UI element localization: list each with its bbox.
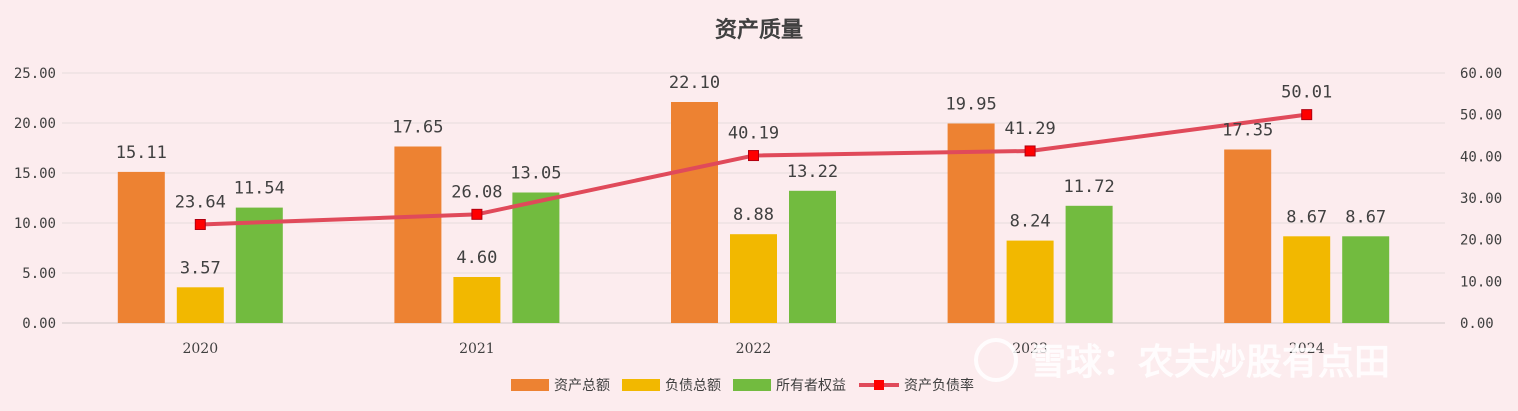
legend-swatch	[511, 379, 549, 391]
bar-2023-s0	[947, 123, 995, 323]
bar-data-label: 19.95	[946, 95, 997, 115]
bar-2020-s2	[235, 207, 283, 323]
watermark: 雪球：农夫炒股有点田	[974, 338, 1390, 383]
legend-marker-swatch	[874, 380, 884, 390]
line-marker	[748, 150, 759, 162]
bars	[117, 102, 1390, 323]
left-axis-tick-label: 0.00	[22, 316, 56, 332]
bar-data-label: 22.10	[669, 73, 720, 93]
category-label: 2021	[459, 341, 495, 357]
right-axis-tick-label: 60.00	[1460, 66, 1502, 82]
bar-2021-s2	[512, 192, 560, 323]
bar-2022-s0	[671, 102, 718, 323]
left-axis-tick-label: 5.00	[22, 266, 56, 282]
right-axis-tick-label: 0.00	[1460, 316, 1494, 332]
watermark-text: 雪球：农夫炒股有点田	[1030, 342, 1390, 383]
line-marker	[1024, 145, 1036, 157]
bar-data-label: 8.88	[733, 205, 774, 225]
legend-label: 资产总额	[554, 378, 610, 394]
chart-title: 资产质量	[715, 17, 803, 43]
watermark-logo-icon	[974, 338, 1018, 382]
bar-2021-s1	[453, 277, 501, 323]
category-axis: 2020 2021 2022 2023 2024	[182, 341, 1324, 357]
line-data-label: 41.29	[1005, 119, 1056, 139]
bar-data-label: 17.35	[1222, 121, 1273, 141]
bar-data-label: 15.11	[116, 143, 167, 163]
right-axis-tick-label: 20.00	[1460, 233, 1502, 249]
right-axis-tick-label: 40.00	[1460, 149, 1502, 165]
right-axis-tick-label: 30.00	[1460, 191, 1502, 207]
right-axis-tick-label: 10.00	[1460, 274, 1502, 290]
category-label: 2024	[1289, 341, 1325, 357]
bar-data-label: 4.60	[456, 248, 497, 268]
right-axis: 0.00 10.00 20.00 30.00 40.00 50.00 60.00	[1460, 66, 1502, 332]
bar-2020-s1	[176, 287, 224, 323]
left-axis-tick-label: 10.00	[14, 216, 56, 232]
left-axis: 0.00 5.00 10.00 15.00 20.00 25.00	[14, 66, 56, 332]
bar-2024-s2	[1342, 236, 1390, 323]
legend-label: 负债总额	[665, 378, 721, 394]
line-marker	[471, 208, 483, 220]
bar-2022-s1	[730, 234, 777, 323]
bar-data-label: 11.72	[1064, 177, 1115, 197]
line-data-label: 23.64	[175, 193, 226, 213]
bar-data-label: 3.57	[180, 258, 221, 278]
line-data-label: 50.01	[1281, 83, 1332, 103]
bar-2024-s0	[1224, 149, 1272, 323]
bar-2023-s2	[1065, 205, 1113, 323]
legend-swatch	[733, 379, 771, 391]
bar-2022-s2	[789, 190, 836, 323]
bar-2024-s1	[1283, 236, 1331, 323]
legend-label: 所有者权益	[776, 378, 846, 394]
line-marker	[194, 219, 206, 230]
bar-data-label: 8.24	[1010, 212, 1051, 232]
line-data-label: 40.19	[728, 124, 779, 144]
bar-data-label: 13.05	[510, 164, 561, 184]
bar-2021-s0	[394, 146, 442, 323]
bar-data-label: 17.65	[392, 118, 443, 138]
category-label: 2022	[736, 341, 772, 357]
bar-2020-s0	[117, 171, 165, 323]
category-label: 2023	[1012, 341, 1048, 357]
line-data-label: 26.08	[451, 182, 502, 202]
bar-data-label: 11.54	[234, 179, 285, 199]
legend: 资产总额 负债总额 所有者权益 资产负债率	[511, 377, 974, 394]
bar-2023-s1	[1006, 240, 1054, 323]
legend-swatch	[622, 379, 660, 391]
left-axis-tick-label: 20.00	[14, 116, 56, 132]
left-axis-tick-label: 15.00	[14, 166, 56, 182]
category-label: 2020	[182, 341, 218, 357]
bar-data-label: 8.67	[1345, 207, 1386, 227]
right-axis-tick-label: 50.00	[1460, 108, 1502, 124]
bar-data-label: 8.67	[1286, 207, 1327, 227]
line-marker	[1301, 109, 1313, 121]
left-axis-tick-label: 25.00	[14, 66, 56, 82]
bar-data-label: 13.22	[787, 162, 838, 182]
data-labels: 15.11 17.65 22.10 19.95 17.35 3.57 4.60 8.88 8.2…	[116, 73, 1386, 278]
line-series	[194, 109, 1313, 230]
legend-label: 资产负债率	[904, 377, 974, 394]
